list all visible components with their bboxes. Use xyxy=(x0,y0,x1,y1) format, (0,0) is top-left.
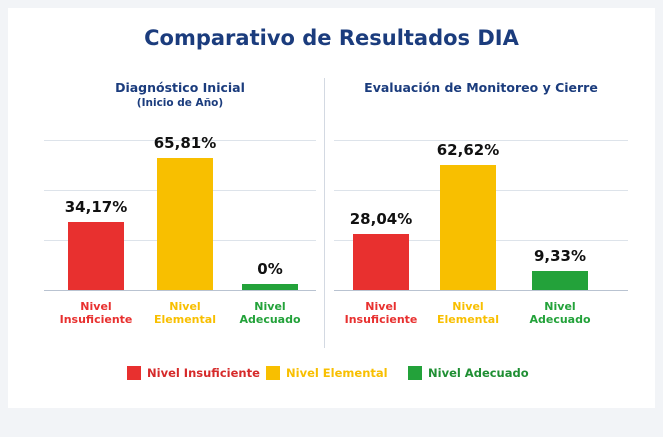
panel-subtitle: (Inicio de Año) xyxy=(136,97,224,109)
bar xyxy=(68,221,124,290)
x-tick-label: Nivel Elemental xyxy=(437,300,499,326)
bar xyxy=(157,158,213,290)
bar xyxy=(242,284,298,290)
panel-title: Evaluación de Monitoreo y Cierre xyxy=(364,80,598,95)
grid-line xyxy=(44,290,316,291)
divider xyxy=(324,78,325,348)
x-tick-label: Nivel Insuficiente xyxy=(59,300,133,326)
grid-line xyxy=(334,140,628,141)
bar xyxy=(440,164,496,290)
x-tick-label: Nivel Insuficiente xyxy=(344,300,418,326)
data-label: 65,81% xyxy=(153,134,217,153)
data-label: 28,04% xyxy=(349,209,413,228)
chart-title: Comparativo de Resultados DIA xyxy=(144,26,519,50)
legend-label: Nivel Insuficiente xyxy=(147,366,260,380)
x-tick-label: Nivel Adecuado xyxy=(239,300,301,326)
legend-swatch xyxy=(408,366,422,380)
data-label: 62,62% xyxy=(436,140,500,159)
legend-label: Nivel Adecuado xyxy=(428,366,529,380)
legend-label: Nivel Elemental xyxy=(286,366,388,380)
panel-title: Diagnóstico Inicial xyxy=(115,80,245,95)
bar xyxy=(353,233,409,290)
bar xyxy=(532,271,588,290)
x-tick-label: Nivel Adecuado xyxy=(529,300,591,326)
data-label: 34,17% xyxy=(64,197,128,216)
data-label: 0% xyxy=(257,260,283,278)
x-tick-label: Nivel Elemental xyxy=(154,300,216,326)
legend-swatch xyxy=(127,366,141,380)
grid-line xyxy=(44,140,316,141)
data-label: 9,33% xyxy=(533,247,587,266)
legend-swatch xyxy=(266,366,280,380)
grid-line xyxy=(334,290,628,291)
card xyxy=(8,8,655,408)
